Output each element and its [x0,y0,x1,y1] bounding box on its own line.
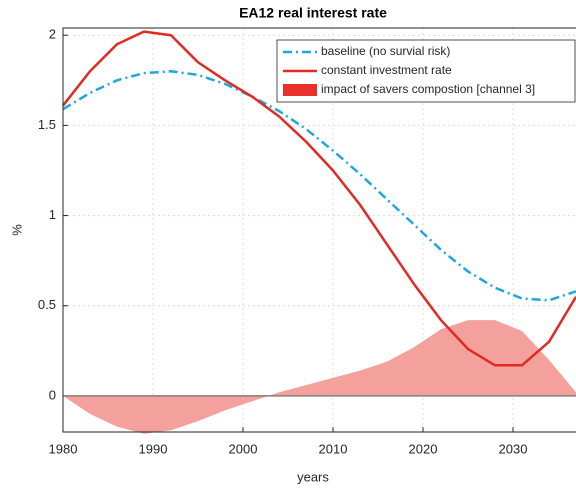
line [62,30,576,367]
legend-box [276,39,576,103]
legend-swatch [283,84,317,96]
axes-box [62,27,576,433]
y-tick-label: 0.5 [38,297,56,312]
x-axis-label: years [297,469,329,484]
chart-title: EA12 real interest rate [239,5,387,21]
legend-label: baseline (no survial risk) [321,44,450,58]
y-tick-label: 1.5 [38,117,56,132]
line [62,70,576,302]
y-axis-label: % [9,224,24,236]
legend-label: impact of savers compostion [channel 3] [321,82,535,96]
x-tick-label: 2000 [229,441,258,456]
legend-label: constant investment rate [321,63,452,77]
y-tick-label: 0 [49,387,56,402]
x-tick-label: 2020 [409,441,438,456]
x-tick-label: 1980 [49,441,78,456]
area [63,320,576,434]
y-tick-label: 2 [49,27,56,42]
x-tick-label: 1990 [139,441,168,456]
x-tick-label: 2010 [319,441,348,456]
y-tick-label: 1 [49,207,56,222]
x-tick-label: 2030 [499,441,528,456]
